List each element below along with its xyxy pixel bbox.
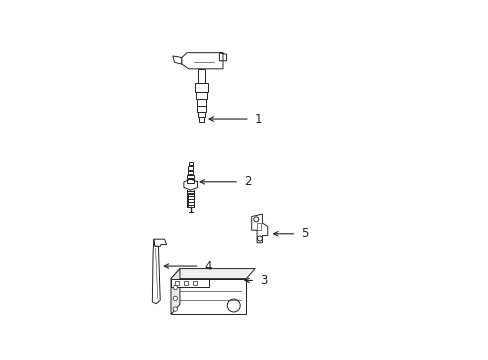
Text: 1: 1 bbox=[254, 113, 262, 126]
Bar bbox=[187, 197, 193, 199]
Polygon shape bbox=[152, 239, 160, 304]
Bar bbox=[195, 92, 207, 99]
Bar bbox=[171, 279, 208, 287]
Circle shape bbox=[227, 299, 240, 312]
Bar bbox=[196, 99, 206, 106]
Bar bbox=[188, 162, 192, 165]
Text: 2: 2 bbox=[244, 175, 251, 188]
Polygon shape bbox=[153, 239, 166, 246]
Bar bbox=[197, 106, 205, 112]
Bar bbox=[199, 117, 203, 122]
Circle shape bbox=[253, 217, 258, 222]
Polygon shape bbox=[171, 269, 255, 279]
Circle shape bbox=[257, 236, 262, 241]
Polygon shape bbox=[171, 269, 180, 315]
Polygon shape bbox=[251, 214, 267, 243]
Circle shape bbox=[173, 285, 177, 290]
Bar bbox=[192, 281, 196, 285]
Text: 4: 4 bbox=[204, 260, 211, 273]
Polygon shape bbox=[172, 56, 182, 64]
Bar bbox=[187, 179, 194, 183]
Bar bbox=[198, 112, 204, 117]
Bar bbox=[187, 202, 193, 204]
Bar bbox=[187, 199, 193, 202]
Bar bbox=[171, 279, 246, 315]
Text: 3: 3 bbox=[260, 274, 267, 287]
Polygon shape bbox=[219, 53, 226, 61]
Bar bbox=[197, 69, 205, 83]
Bar bbox=[187, 191, 194, 193]
Polygon shape bbox=[257, 223, 260, 230]
Bar bbox=[188, 166, 193, 170]
Circle shape bbox=[173, 307, 177, 311]
Bar bbox=[187, 205, 193, 207]
Bar bbox=[174, 281, 179, 285]
Bar bbox=[183, 281, 187, 285]
Bar bbox=[187, 175, 194, 178]
Bar bbox=[187, 171, 193, 174]
Text: 5: 5 bbox=[301, 227, 308, 240]
Bar bbox=[187, 194, 193, 196]
Circle shape bbox=[173, 296, 177, 301]
Bar bbox=[194, 83, 208, 92]
Polygon shape bbox=[182, 53, 223, 69]
